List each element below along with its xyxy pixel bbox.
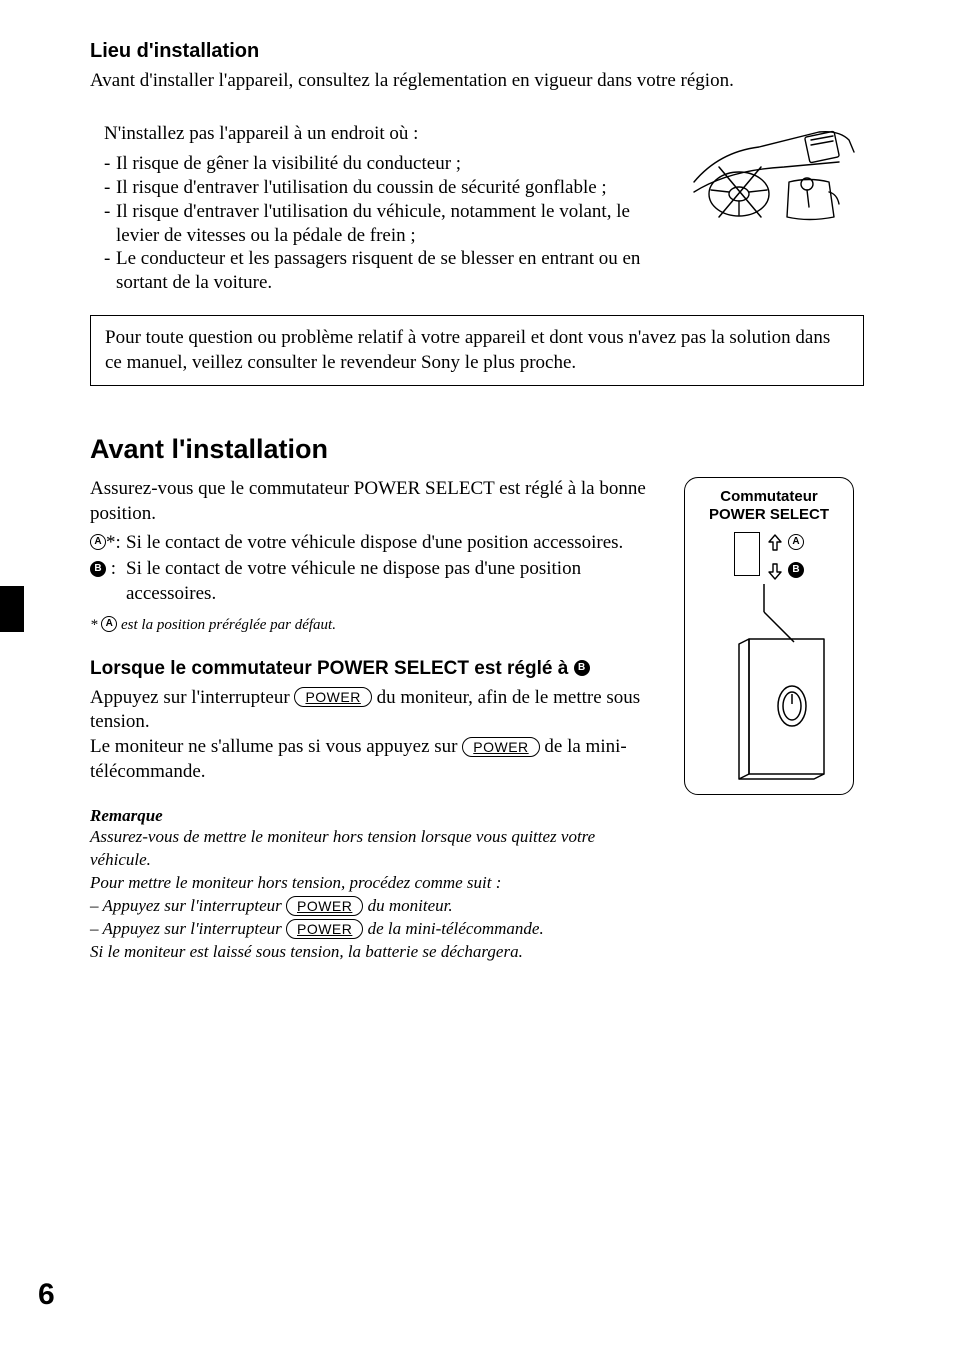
section2-intro: Assurez-vous que le commutateur POWER SE… xyxy=(90,477,654,526)
page-number: 6 xyxy=(38,1278,55,1312)
option-b-marker: B : xyxy=(90,557,126,606)
circled-a-icon: A xyxy=(90,534,106,550)
install-item: Il risque de gêner la visibilité du cond… xyxy=(104,152,664,176)
remarque-line: Pour mettre le moniteur hors tension, pr… xyxy=(90,872,654,895)
circled-b-icon: B xyxy=(788,562,804,578)
arrow-up-icon xyxy=(766,534,784,552)
install-item: Il risque d'entraver l'utilisation du vé… xyxy=(104,200,664,248)
diagram-title-line1: Commutateur xyxy=(720,488,818,505)
monitor-outline-icon xyxy=(694,584,844,784)
install-item: Le conducteur et les passagers risquent … xyxy=(104,247,664,295)
paragraph1-a: Appuyez sur l'interrupteur xyxy=(90,687,294,708)
section1-title: Lieu d'installation xyxy=(90,40,864,63)
paragraph1: Appuyez sur l'interrupteur POWER du moni… xyxy=(90,686,654,735)
remarque-dash2: – Appuyez sur l'interrupteur POWER de la… xyxy=(90,918,654,941)
power-select-row: Assurez-vous que le commutateur POWER SE… xyxy=(90,477,864,964)
switch-rect-icon xyxy=(734,532,760,576)
power-select-text: Assurez-vous que le commutateur POWER SE… xyxy=(90,477,654,964)
power-select-diagram: Commutateur POWER SELECT A xyxy=(684,477,864,795)
arrow-up-row: A xyxy=(766,534,804,552)
section1-intro: Avant d'installer l'appareil, consultez … xyxy=(90,69,864,94)
circled-b-icon: B xyxy=(90,561,106,577)
option-b-text: Si le contact de votre véhicule ne dispo… xyxy=(126,557,654,606)
footnote-prefix: * xyxy=(90,617,101,633)
install-list: Il risque de gêner la visibilité du cond… xyxy=(90,152,664,295)
dashboard-illustration xyxy=(689,122,859,232)
arrow-down-icon xyxy=(766,562,784,580)
remarque-line: Assurez-vous de mettre le moniteur hors … xyxy=(90,826,654,872)
diagram-title-line2: POWER SELECT xyxy=(709,506,829,523)
install-figure xyxy=(684,122,864,232)
remarque-last: Si le moniteur est laissé sous tension, … xyxy=(90,941,654,964)
remarque-dash1-b: du moniteur. xyxy=(363,896,452,915)
paragraph2: Le moniteur ne s'allume pas si vous appu… xyxy=(90,735,654,784)
dealer-callout: Pour toute question ou problème relatif … xyxy=(90,315,864,386)
option-a-suffix: *: xyxy=(106,532,121,553)
remarque-dash1-a: – Appuyez sur l'interrupteur xyxy=(90,896,286,915)
power-button-label: POWER xyxy=(286,919,363,939)
sub-title-prefix: Lorsque le commutateur POWER SELECT est … xyxy=(90,658,574,679)
sub-title: Lorsque le commutateur POWER SELECT est … xyxy=(90,658,654,680)
option-list: A*: Si le contact de votre véhicule disp… xyxy=(90,531,654,607)
install-row: N'installez pas l'appareil à un endroit … xyxy=(90,122,864,295)
remarque-dash2-b: de la mini-télécommande. xyxy=(363,919,543,938)
power-button-label: POWER xyxy=(286,896,363,916)
circled-a-icon: A xyxy=(788,534,804,550)
paragraph2-a: Le moniteur ne s'allume pas si vous appu… xyxy=(90,736,462,757)
circled-a-icon: A xyxy=(101,616,117,632)
footnote-after: est la position préréglée par défaut. xyxy=(117,617,336,633)
side-tab xyxy=(0,586,24,632)
option-b: B : Si le contact de votre véhicule ne d… xyxy=(90,557,654,606)
page-content: Lieu d'installation Avant d'installer l'… xyxy=(90,40,864,964)
circled-b-icon: B xyxy=(574,660,590,676)
remarque-title: Remarque xyxy=(90,806,654,826)
install-item: Il risque d'entraver l'utilisation du co… xyxy=(104,176,664,200)
diagram-box: Commutateur POWER SELECT A xyxy=(684,477,854,795)
section2-title: Avant l'installation xyxy=(90,434,864,465)
install-left: N'installez pas l'appareil à un endroit … xyxy=(90,122,664,295)
power-button-label: POWER xyxy=(294,687,371,707)
remarque-dash2-a: – Appuyez sur l'interrupteur xyxy=(90,919,286,938)
diagram-title: Commutateur POWER SELECT xyxy=(693,488,845,524)
option-a-text: Si le contact de votre véhicule dispose … xyxy=(126,531,654,556)
option-b-suffix: : xyxy=(106,558,116,579)
option-a: A*: Si le contact de votre véhicule disp… xyxy=(90,531,654,556)
arrow-down-row: B xyxy=(766,562,804,580)
power-button-label: POWER xyxy=(462,737,539,757)
remarque-dash1: – Appuyez sur l'interrupteur POWER du mo… xyxy=(90,895,654,918)
option-a-marker: A*: xyxy=(90,531,126,556)
arrows-col: A B xyxy=(766,532,804,580)
install-list-intro: N'installez pas l'appareil à un endroit … xyxy=(90,122,664,147)
switch-block: A B xyxy=(693,532,845,580)
footnote: * A est la position préréglée par défaut… xyxy=(90,617,654,634)
remarque-body: Assurez-vous de mettre le moniteur hors … xyxy=(90,826,654,964)
